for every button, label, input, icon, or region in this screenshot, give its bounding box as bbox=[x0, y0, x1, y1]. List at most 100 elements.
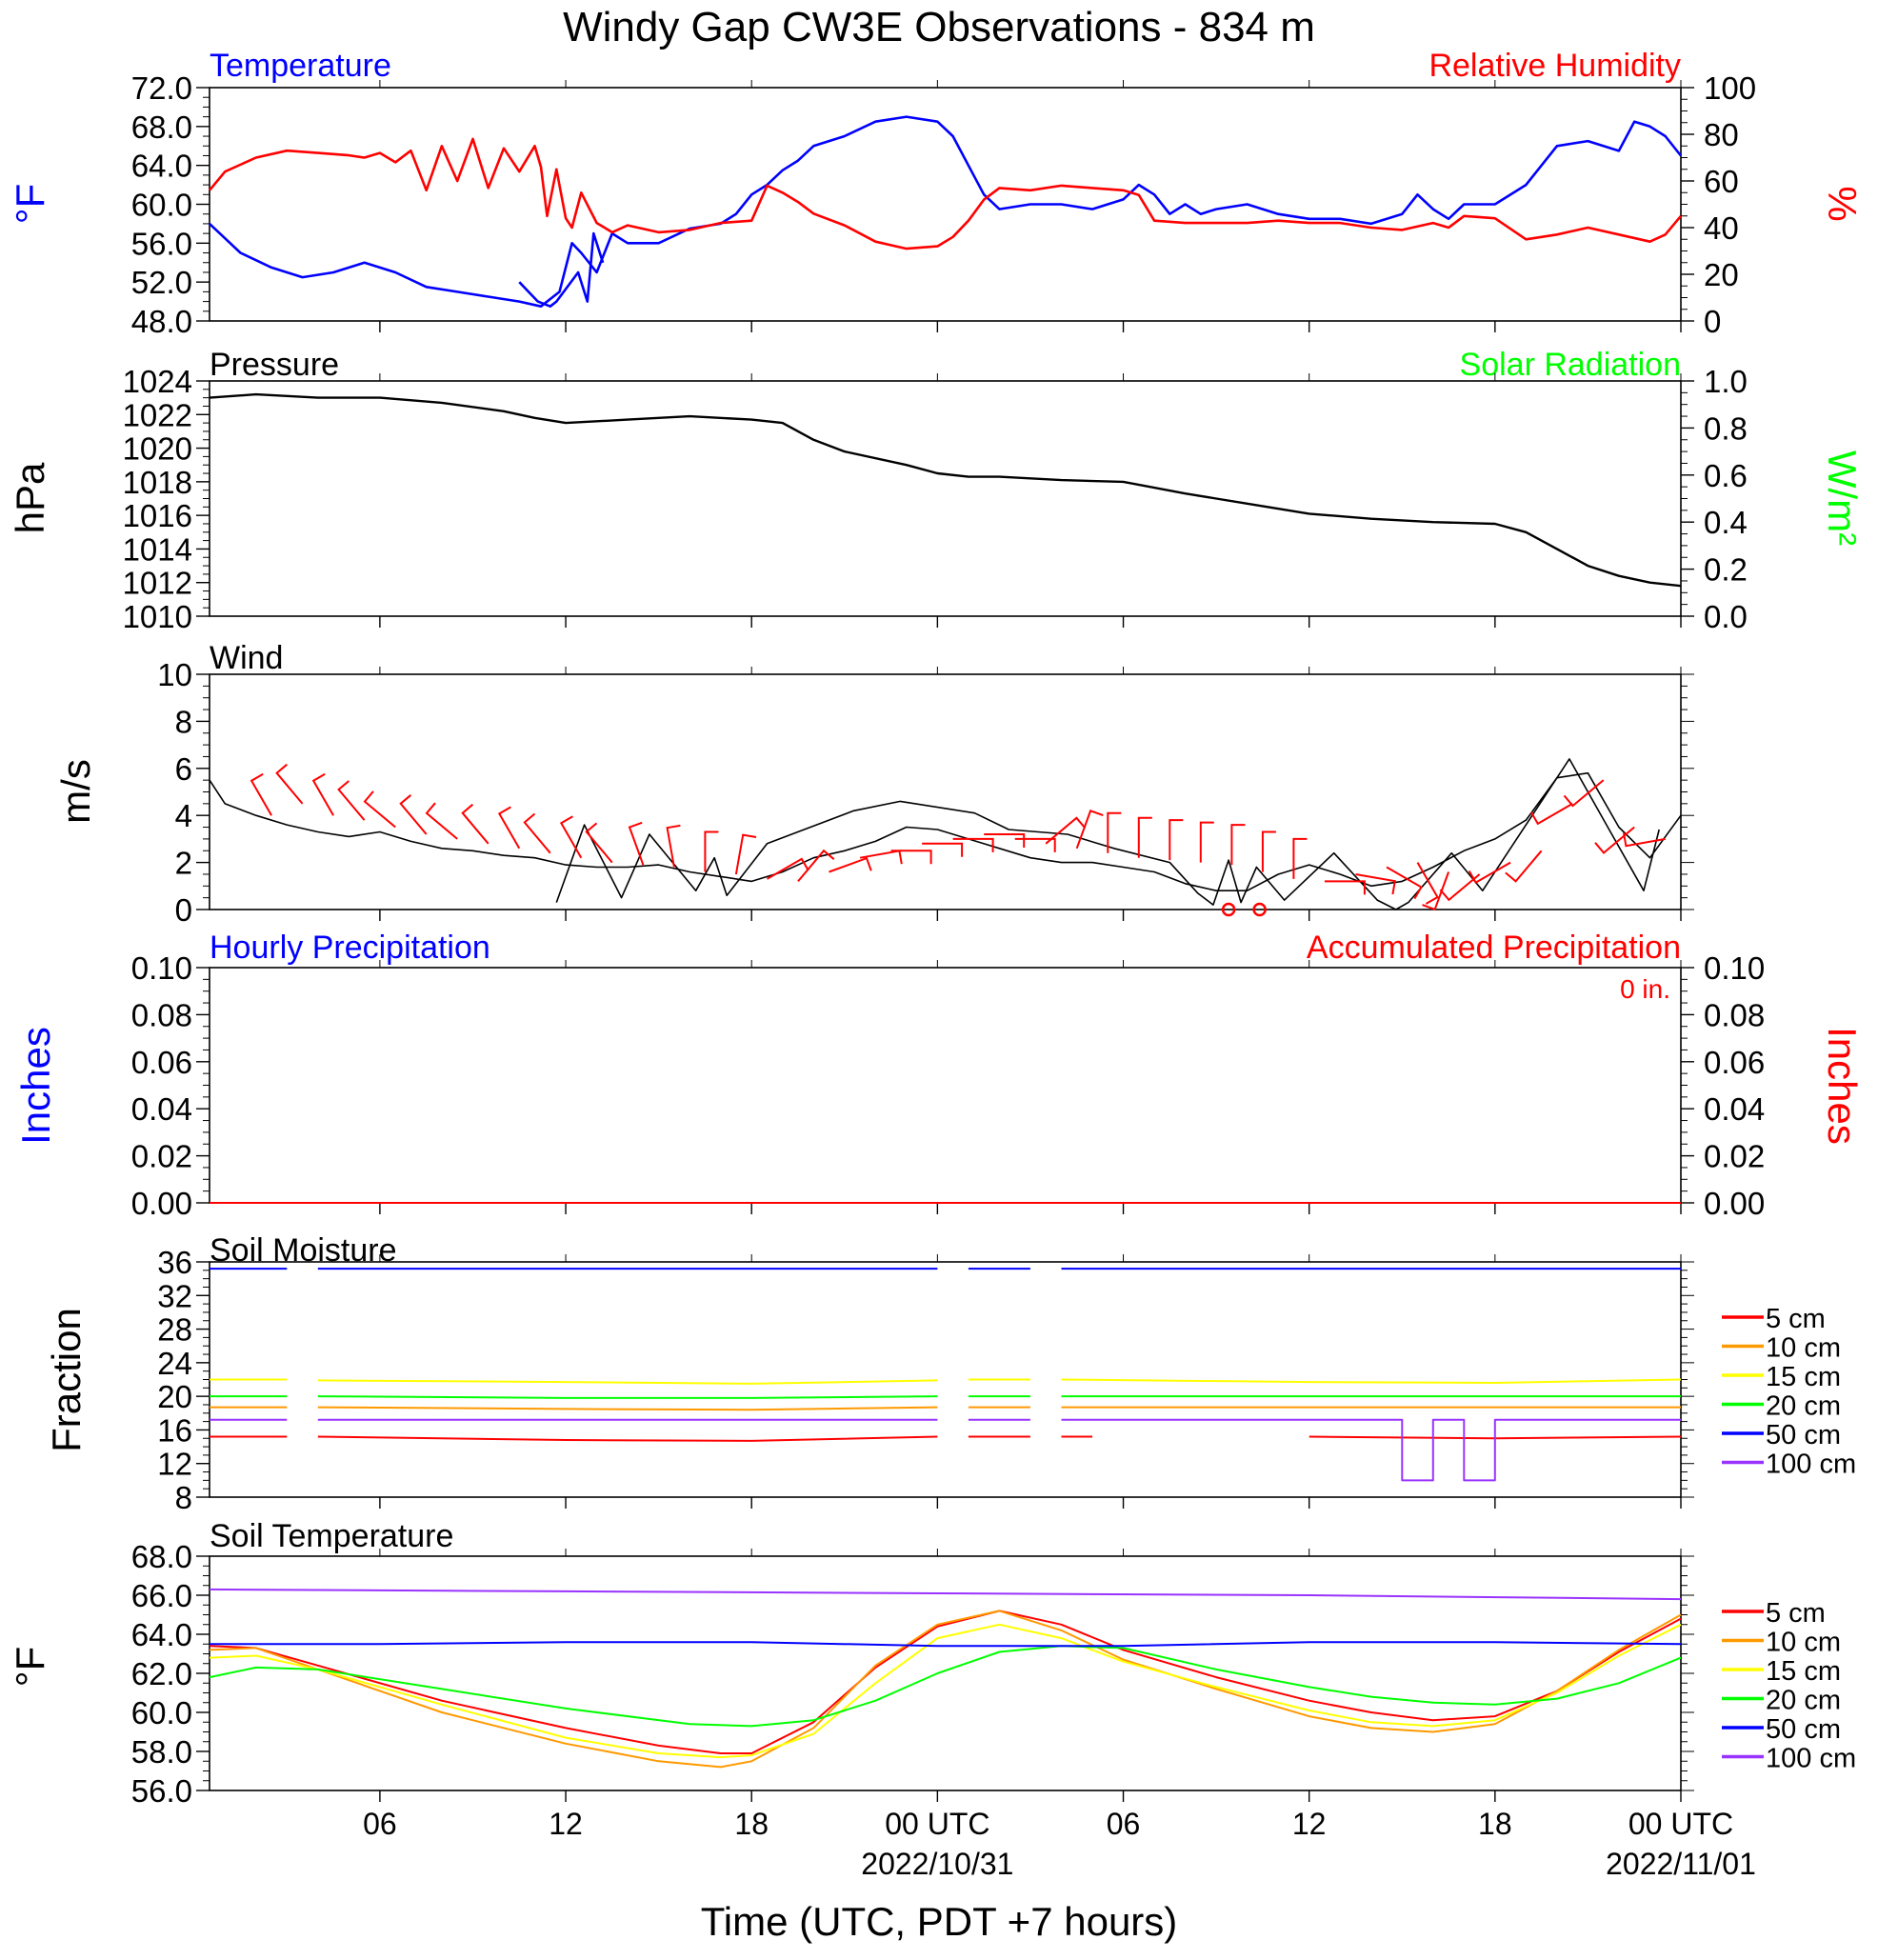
series-line-100-cm bbox=[210, 1418, 1681, 1482]
y-tick-label: 72.0 bbox=[131, 70, 192, 106]
y-tick-label: 8 bbox=[175, 704, 192, 739]
y-tick-label: 0.04 bbox=[131, 1091, 192, 1127]
wind-barb bbox=[1468, 861, 1511, 884]
y-right-tick-label: 60 bbox=[1704, 164, 1739, 199]
y-right-tick-label: 20 bbox=[1704, 257, 1739, 292]
y-tick-label: 52.0 bbox=[131, 265, 192, 300]
y-tick-label: 64.0 bbox=[131, 1617, 192, 1652]
wind-barb bbox=[1107, 811, 1122, 853]
y-axis-label-right: % bbox=[1820, 186, 1865, 221]
y-right-tick-label: 80 bbox=[1704, 117, 1739, 152]
x-tick-label: 06 bbox=[1107, 1807, 1141, 1841]
y-axis-label-right: Inches bbox=[1820, 1027, 1865, 1145]
wind-barb bbox=[1324, 880, 1366, 895]
series-line-50-cm bbox=[210, 1641, 1682, 1648]
wind-barb bbox=[829, 856, 872, 873]
y-tick-label: 62.0 bbox=[131, 1656, 192, 1691]
wind-barb bbox=[523, 812, 551, 854]
wind-barb bbox=[1505, 850, 1543, 883]
series-line-temperature bbox=[209, 115, 1683, 308]
wind-barb bbox=[250, 772, 272, 816]
y-tick-label: 0 bbox=[175, 892, 192, 928]
series-line-pressure bbox=[209, 392, 1682, 588]
panel-temp-rh: Temperature Relative Humidity °F % bbox=[8, 48, 1865, 224]
legend-label: 20 cm bbox=[1766, 1686, 1841, 1716]
y-tick-label: 10 bbox=[157, 657, 192, 692]
y-right-tick-label: 0.8 bbox=[1704, 410, 1748, 446]
wind-barb bbox=[1261, 830, 1276, 872]
y-tick-label: 1014 bbox=[123, 531, 192, 567]
wind-barb bbox=[399, 794, 428, 835]
wind-barb bbox=[311, 772, 334, 816]
panel-title-right: Solar Radiation bbox=[1460, 347, 1681, 383]
legend-label: 15 cm bbox=[1766, 1362, 1841, 1392]
y-tick-label: 28 bbox=[157, 1312, 192, 1348]
x-tick-label: 00 UTC bbox=[1628, 1807, 1733, 1841]
y-right-tick-label: 0.0 bbox=[1704, 599, 1748, 634]
wind-barb bbox=[461, 803, 489, 845]
y-right-tick-label: 1.0 bbox=[1704, 364, 1748, 399]
plot-layers: 48.052.056.060.064.068.072.0020406080100… bbox=[123, 70, 1857, 1881]
y-tick-label: 8 bbox=[175, 1480, 192, 1515]
panel-precip-plot: 0.00 0.02 0.04 0.06 0.08 0.10 0.00 0.02 0.04 0.06… bbox=[131, 950, 1765, 1221]
wind-barb bbox=[1292, 837, 1308, 879]
wind-barb bbox=[734, 833, 757, 875]
y-tick-label: 64.0 bbox=[131, 149, 192, 184]
wind-barb bbox=[628, 821, 645, 866]
y-right-tick-label: 0.2 bbox=[1704, 552, 1748, 588]
y-tick-label: 24 bbox=[157, 1346, 192, 1381]
y-tick-label: 66.0 bbox=[131, 1578, 192, 1613]
y-tick-label: 68.0 bbox=[131, 1539, 192, 1574]
y-axis-label-left: °F bbox=[8, 184, 52, 224]
wind-barb bbox=[1075, 810, 1104, 850]
y-tick-label: 12 bbox=[157, 1447, 192, 1482]
panel-title-left: Hourly Precipitation bbox=[210, 930, 490, 966]
y-tick-label: 1020 bbox=[123, 431, 192, 467]
y-right-tick-label: 0.4 bbox=[1704, 505, 1748, 540]
series-line-20-cm bbox=[209, 1645, 1682, 1728]
series-line-15-cm bbox=[209, 1623, 1682, 1759]
y-tick-label: 1016 bbox=[123, 498, 192, 533]
wind-barb bbox=[704, 830, 719, 872]
panel-title-right: Relative Humidity bbox=[1428, 48, 1681, 84]
wind-barb bbox=[497, 806, 521, 850]
y-tick-label: 4 bbox=[175, 798, 192, 833]
legend-label: 100 cm bbox=[1766, 1450, 1856, 1480]
legend-label: 5 cm bbox=[1766, 1598, 1826, 1629]
y-tick-label: 36 bbox=[157, 1245, 192, 1280]
wind-barb bbox=[984, 833, 1026, 848]
wind-barb bbox=[1230, 824, 1246, 866]
y-tick-label: 56.0 bbox=[131, 1773, 192, 1809]
wind-barb bbox=[425, 802, 458, 840]
y-right-tick-label: 0.02 bbox=[1704, 1139, 1765, 1174]
panel-temp_rh-plot: 48.0 52.0 56.060.0 64.0 68.0 72.0 0 20 40 60 80 100 bbox=[131, 70, 1756, 339]
x-tick-label: 18 bbox=[1478, 1807, 1512, 1841]
y-axis-label-left: Fraction bbox=[44, 1308, 89, 1452]
y-tick-label: 56.0 bbox=[131, 226, 192, 261]
y-tick-label: 60.0 bbox=[131, 188, 192, 223]
wind-barb bbox=[585, 822, 613, 864]
y-tick-label: 1022 bbox=[123, 397, 192, 432]
panel-wind: Wind m/s bbox=[53, 640, 283, 824]
y-right-tick-label: 0.08 bbox=[1704, 997, 1765, 1032]
y-tick-label: 0.06 bbox=[131, 1045, 192, 1080]
x-tick-label: 00 UTC bbox=[885, 1807, 989, 1841]
y-right-tick-label: 0 bbox=[1704, 304, 1721, 339]
wind-barb bbox=[1529, 803, 1573, 826]
wind-barb bbox=[922, 842, 964, 857]
y-tick-label: 1010 bbox=[123, 599, 192, 634]
series-line-100-cm bbox=[209, 1588, 1682, 1601]
panel-soil-temperature: Soil Temperature °F bbox=[8, 1518, 453, 1687]
x-tick-date-label: 2022/10/31 bbox=[861, 1847, 1013, 1881]
y-tick-label: 1018 bbox=[123, 465, 192, 500]
y-tick-label: 68.0 bbox=[131, 110, 192, 145]
y-tick-label: 0.10 bbox=[131, 950, 192, 986]
wind-barb bbox=[952, 837, 994, 852]
x-axis-label: Time (UTC, PDT +7 hours) bbox=[701, 1899, 1178, 1944]
panel-title-left: Soil Temperature bbox=[210, 1518, 453, 1554]
y-axis-label-right: W/m² bbox=[1820, 450, 1865, 546]
y-right-tick-label: 0.06 bbox=[1704, 1045, 1765, 1080]
legend-label: 10 cm bbox=[1766, 1333, 1841, 1364]
